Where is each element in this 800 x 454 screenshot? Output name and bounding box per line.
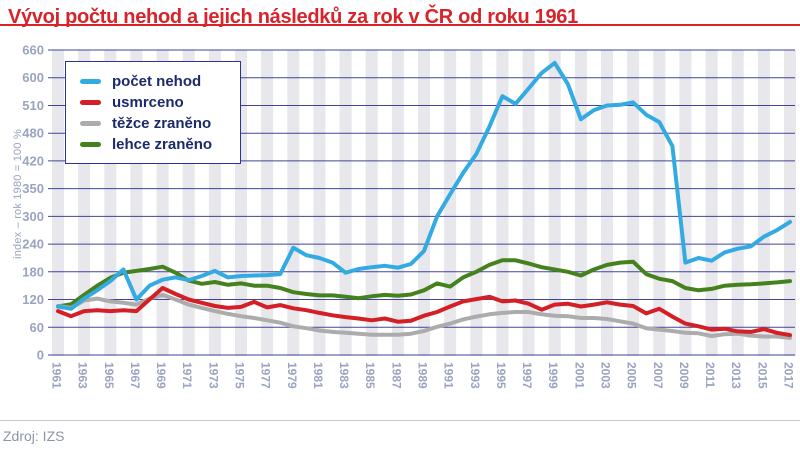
x-tick-label: 2009 (677, 362, 691, 389)
x-tick-label: 2003 (599, 362, 613, 389)
year-stripe (679, 50, 692, 356)
series-line-lehce-zran-no (56, 258, 792, 309)
chart-legend: počet nehod usmrceno těžce zraněno lehce… (65, 61, 241, 164)
legend-label: usmrceno (112, 94, 184, 111)
year-stripe (705, 50, 718, 356)
x-tick-label: 2013 (729, 362, 743, 389)
y-tick-label: 480 (22, 126, 44, 141)
y-tick-label: 60 (30, 320, 44, 335)
y-tick-label: 240 (22, 237, 44, 252)
y-tick-label: 420 (22, 153, 44, 168)
x-tick-label: 1999 (546, 362, 560, 389)
x-tick-label: 2011 (703, 362, 717, 388)
year-stripe (313, 50, 326, 356)
legend-swatch-gray-icon (80, 121, 101, 126)
footer-divider-line (0, 420, 800, 421)
year-stripe (391, 50, 404, 356)
y-tick-label: 350 (22, 181, 44, 196)
x-tick-label: 1973 (206, 362, 220, 389)
year-stripe (339, 50, 352, 356)
year-stripe (522, 50, 535, 356)
series-line-t-ce-zran-no (56, 292, 792, 340)
x-tick-label: 1969 (154, 362, 168, 389)
page-title: Vývoj počtu nehod a jejich následků za r… (8, 6, 578, 29)
legend-item-lehce-zraneno: lehce zraněno (80, 134, 228, 155)
y-tick-label: 510 (22, 98, 44, 113)
x-tick-label: 1989 (416, 362, 430, 389)
legend-item-usmrceno: usmrceno (80, 92, 228, 113)
y-tick-label: 660 (22, 43, 44, 58)
year-stripe (548, 50, 561, 356)
x-tick-label: 2005 (625, 362, 639, 389)
year-stripe (757, 50, 770, 356)
y-tick-label: 120 (22, 292, 44, 307)
x-tick-label: 2007 (651, 362, 665, 389)
y-tick-label: 0 (37, 348, 44, 363)
x-tick-label: 1991 (442, 362, 456, 389)
legend-swatch-blue-icon (80, 79, 101, 84)
year-stripe (496, 50, 509, 356)
legend-swatch-red-icon (80, 100, 101, 105)
x-tick-label: 1975 (233, 362, 247, 389)
year-stripe (52, 50, 64, 356)
x-tick-label: 1961 (50, 362, 64, 389)
year-stripe (418, 50, 430, 356)
source-credit: Zdroj: IZS (3, 428, 65, 444)
legend-label: lehce zraněno (112, 136, 213, 153)
y-tick-label: 180 (22, 264, 44, 279)
x-tick-label: 2015 (755, 362, 769, 389)
year-stripe (287, 50, 300, 356)
y-tick-label: 300 (22, 209, 44, 224)
x-tick-label: 1977 (259, 362, 273, 389)
legend-swatch-green-icon (80, 142, 101, 147)
x-tick-label: 1963 (76, 362, 90, 389)
x-tick-label: 2017 (782, 362, 796, 389)
year-stripe (601, 50, 613, 356)
x-tick-label: 1965 (102, 362, 116, 389)
x-tick-label: 1995 (494, 362, 508, 389)
year-stripe (365, 50, 378, 356)
x-tick-label: 1993 (468, 362, 482, 389)
x-tick-label: 1967 (128, 362, 142, 389)
year-stripe (574, 50, 587, 356)
year-stripe (731, 50, 744, 356)
x-tick-label: 1987 (389, 362, 403, 389)
x-tick-label: 1979 (285, 362, 299, 389)
year-stripe (627, 50, 640, 356)
year-stripe (261, 50, 274, 356)
legend-label: těžce zraněno (112, 115, 212, 132)
x-tick-label: 1981 (311, 362, 325, 389)
x-tick-label: 1985 (363, 362, 377, 389)
x-tick-label: 1971 (180, 362, 194, 389)
year-stripe (784, 50, 796, 356)
x-tick-label: 1983 (337, 362, 351, 389)
series-line-po-et-nehod (56, 60, 792, 311)
y-tick-label: 600 (22, 70, 44, 85)
title-divider-line (0, 24, 800, 26)
legend-item-pocet-nehod: počet nehod (80, 71, 228, 92)
legend-label: počet nehod (112, 73, 202, 90)
series-line-usmrceno (56, 286, 792, 338)
x-tick-label: 2001 (572, 362, 586, 389)
x-tick-label: 1997 (520, 362, 534, 389)
legend-item-tezce-zraneno: těžce zraněno (80, 113, 228, 134)
year-stripe (444, 50, 457, 356)
year-stripe (470, 50, 483, 356)
